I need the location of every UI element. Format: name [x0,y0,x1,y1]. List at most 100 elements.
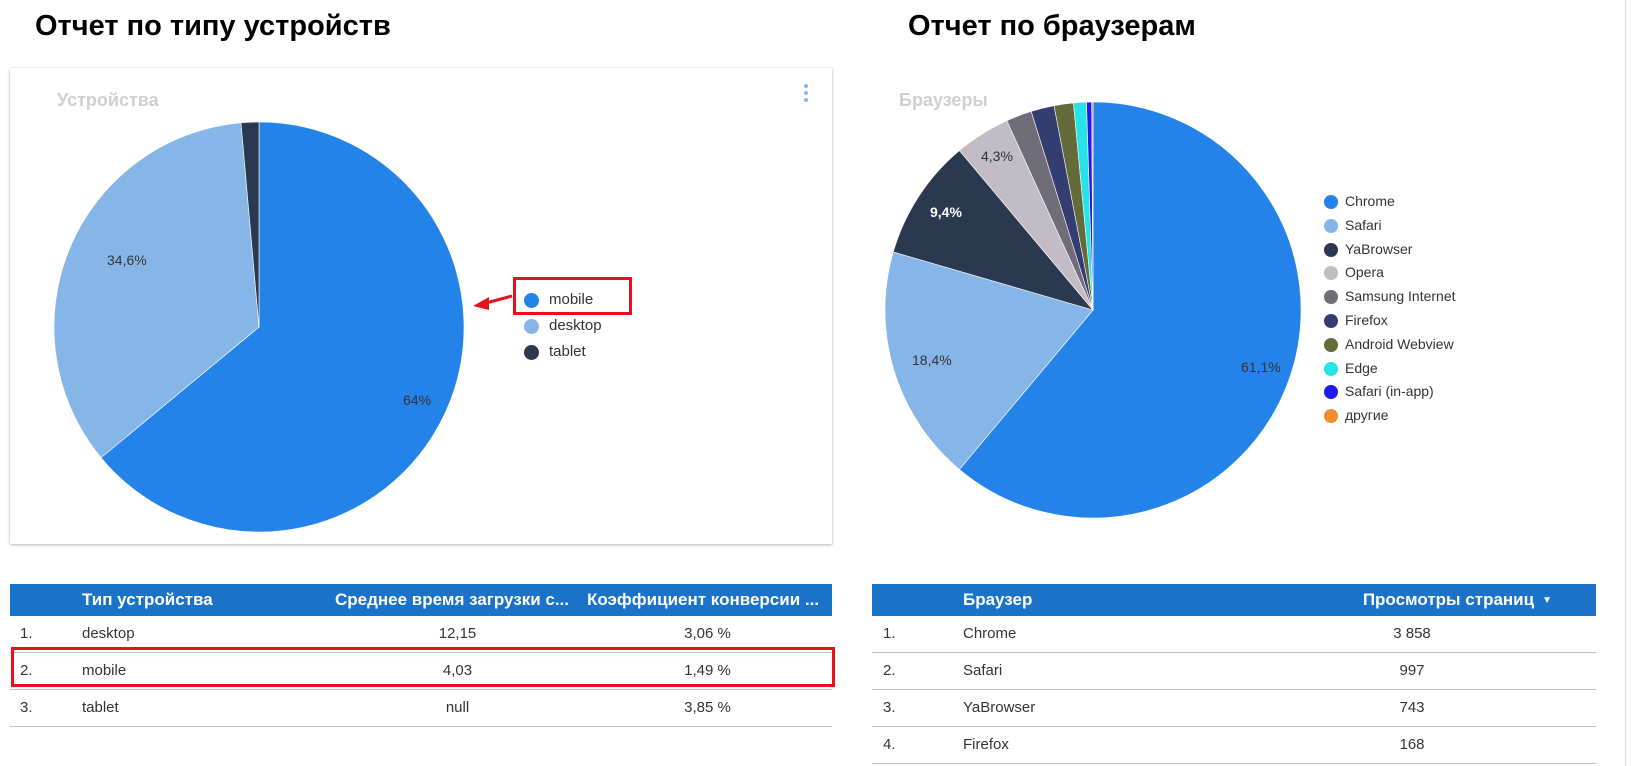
browsers-legend-item-yabrowser[interactable]: YaBrowser [1324,238,1456,262]
conversion-cell: 1,49 % [684,662,731,679]
browser-cell: Chrome [963,625,1017,642]
browsers-legend: Chrome Safari YaBrowser Opera Samsung Intern… [1324,190,1456,428]
devices-table: Тип устройства Среднее время загрузки с.… [10,584,832,727]
browsers-legend-item-samsung-internet[interactable]: Samsung Internet [1324,285,1456,309]
column-header-device-type[interactable]: Тип устройства [82,590,213,609]
conversion-cell: 3,85 % [684,699,731,716]
pageviews-cell: 168 [1399,736,1425,753]
browsers-report-heading: Отчет по браузерам [908,10,1196,42]
browsers-legend-item-safari[interactable]: Safari [1324,214,1456,238]
table-row[interactable]: 3. YaBrowser 743 [872,690,1596,727]
browsers-slice-yabrowser[interactable] [892,150,1094,311]
column-header-load-time[interactable]: Среднее время загрузки с... [335,590,569,609]
highlight-box-mobile-row [11,647,835,687]
devices-slice-mobile[interactable] [100,121,465,533]
browsers-legend-item-другие[interactable]: другие [1324,404,1456,428]
row-number: 2. [883,662,896,679]
devices-legend-item-tablet[interactable]: tablet [524,339,602,365]
legend-swatch-icon [524,293,539,308]
browsers-chart-title: Браузеры [899,90,988,110]
legend-swatch-icon [1324,242,1338,257]
browser-cell: Safari [963,662,1003,679]
legend-swatch-icon [1324,218,1338,233]
table-row[interactable]: 1. Chrome 3 858 [872,616,1596,653]
devices-legend-item-mobile[interactable]: mobile [524,287,602,313]
legend-label: Samsung Internet [1345,288,1456,305]
table-row[interactable]: 2. Safari 997 [872,653,1596,690]
pageviews-cell: 997 [1399,662,1425,679]
row-number: 2. [20,662,33,679]
page-divider [1625,0,1626,766]
column-header-conversion[interactable]: Коэффициент конверсии ... [587,590,820,609]
row-number: 3. [20,699,33,716]
legend-swatch-icon [1324,195,1338,209]
devices-legend-item-desktop[interactable]: desktop [524,313,602,339]
legend-swatch-icon [524,319,539,334]
browsers-legend-item-edge[interactable]: Edge [1324,357,1456,381]
load-time-cell: 12,15 [438,625,477,642]
table-row[interactable]: 1. desktop 12,15 3,06 % [10,616,832,653]
legend-label: Safari (in-app) [1345,383,1434,400]
table-row[interactable]: 4. Firefox 168 [872,727,1596,764]
devices-chart-title: Устройства [57,90,159,110]
browsers-legend-item-android-webview[interactable]: Android Webview [1324,333,1456,357]
column-header-pageviews-label: Просмотры страниц [1362,590,1535,609]
table-header: Тип устройства Среднее время загрузки с.… [10,584,832,616]
pageviews-cell: 3 858 [1393,625,1431,642]
device-cell: desktop [82,625,135,642]
browsers-table: Браузер Просмотры страниц ▼ 1. Chrome 3 858… [872,584,1596,764]
legend-swatch-icon [1324,290,1338,305]
device-cell: tablet [82,699,119,716]
legend-swatch-icon [524,345,539,360]
load-time-cell: null [445,699,470,716]
column-header-browser[interactable]: Браузер [963,590,1033,609]
browsers-legend-item-opera[interactable]: Opera [1324,261,1456,285]
row-number: 1. [20,625,33,642]
row-number: 1. [883,625,896,642]
legend-swatch-icon [1324,313,1338,328]
pageviews-cell: 743 [1399,699,1425,716]
legend-label: Edge [1345,359,1378,376]
browsers-slice-chrome[interactable] [958,101,1302,519]
legend-label: tablet [549,343,586,360]
browsers-slice-другие[interactable] [1091,101,1094,311]
more-options-icon[interactable] [799,82,813,104]
legend-swatch-icon [1324,337,1338,352]
sort-desc-icon[interactable]: ▼ [1542,594,1552,606]
browsers-legend-item-chrome[interactable]: Chrome [1324,190,1456,214]
legend-label: Chrome [1345,193,1395,209]
conversion-cell: 3,06 % [684,625,731,642]
devices-slice-tablet[interactable] [240,121,260,328]
legend-label: другие [1345,407,1389,424]
legend-label: mobile [549,291,594,308]
devices-legend: mobile desktop tablet [524,287,602,365]
devices-report-heading: Отчет по типу устройств [35,10,391,42]
legend-label: Safari [1345,216,1382,233]
browsers-legend-item-firefox[interactable]: Firefox [1324,309,1456,333]
device-cell: mobile [82,662,127,679]
load-time-cell: 4,03 [442,662,473,679]
table-row[interactable]: 2. mobile 4,03 1,49 % [10,653,832,690]
legend-label: YaBrowser [1345,240,1413,257]
legend-label: desktop [549,317,602,334]
legend-swatch-icon [1324,409,1338,424]
legend-label: Opera [1345,264,1384,281]
table-row[interactable]: 3. tablet null 3,85 % [10,690,832,727]
browsers-slice-safari[interactable] [884,251,1094,470]
highlight-box-mobile-legend [513,277,632,315]
legend-label: Android Webview [1345,335,1454,352]
row-number: 4. [883,736,896,753]
browser-cell: Firefox [963,736,1009,753]
browser-cell: YaBrowser [963,699,1036,716]
legend-swatch-icon [1324,385,1338,400]
row-number: 3. [883,699,896,716]
column-header-pageviews[interactable]: Просмотры страниц ▼ [1332,584,1552,617]
legend-label: Firefox [1345,311,1388,328]
legend-swatch-icon [1324,266,1338,281]
browsers-legend-item-safari-in-app[interactable]: Safari (in-app) [1324,380,1456,404]
legend-swatch-icon [1324,361,1338,376]
table-header: Браузер Просмотры страниц ▼ [872,584,1596,616]
devices-slice-desktop[interactable] [53,122,260,459]
